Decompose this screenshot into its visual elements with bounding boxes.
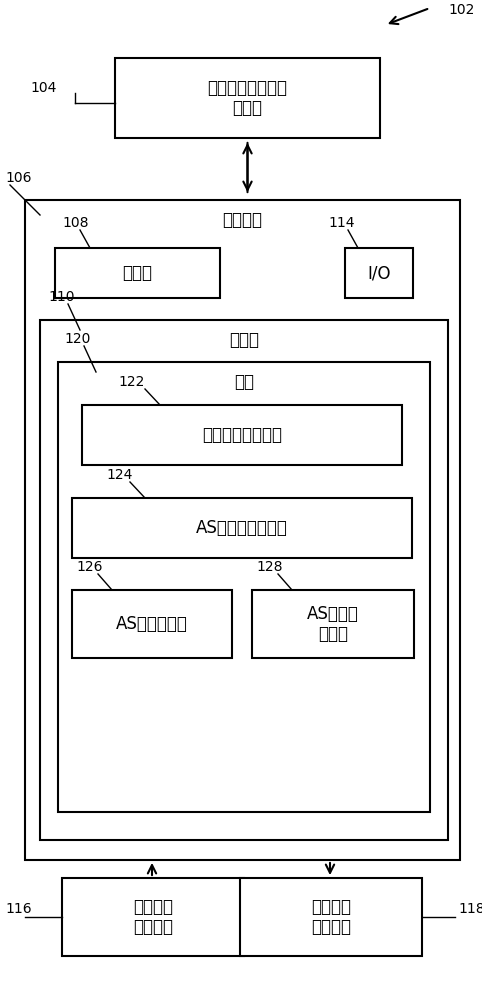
Text: 106: 106 (5, 171, 31, 185)
Bar (72, 498, 412, 558)
Text: AS严重性
预测器: AS严重性 预测器 (307, 605, 359, 643)
Text: 114: 114 (328, 216, 354, 230)
Text: （多个）数字信息
储存库: （多个）数字信息 储存库 (207, 79, 287, 117)
Text: 116: 116 (5, 902, 32, 916)
Text: 118: 118 (458, 902, 482, 916)
Text: （多个）
输入设备: （多个） 输入设备 (133, 898, 173, 936)
Bar (252, 590, 414, 658)
Text: 指令: 指令 (234, 373, 254, 391)
Text: 108: 108 (62, 216, 89, 230)
Text: I/O: I/O (367, 264, 391, 282)
Text: 104: 104 (30, 81, 56, 95)
Text: 120: 120 (64, 332, 91, 346)
Bar (240, 878, 422, 956)
Bar (40, 320, 448, 840)
Bar (58, 362, 430, 812)
Text: 存储器: 存储器 (229, 331, 259, 349)
Bar (62, 878, 244, 956)
Text: （多个）
输出设备: （多个） 输出设备 (311, 898, 351, 936)
Text: AS因素标识符: AS因素标识符 (116, 615, 188, 633)
Text: 110: 110 (48, 290, 75, 304)
Bar (115, 58, 380, 138)
Text: 128: 128 (256, 560, 282, 574)
Text: 主动脉狭窄分类器: 主动脉狭窄分类器 (202, 426, 282, 444)
Bar (345, 248, 413, 298)
Bar (55, 248, 220, 298)
Text: 处理器: 处理器 (122, 264, 152, 282)
Text: 126: 126 (76, 560, 103, 574)
Text: 124: 124 (106, 468, 133, 482)
Text: 计算设备: 计算设备 (223, 211, 263, 229)
Bar (25, 200, 460, 860)
Bar (82, 405, 402, 465)
Text: AS分类可视化引擎: AS分类可视化引擎 (196, 519, 288, 537)
Text: 122: 122 (118, 375, 145, 389)
Bar (72, 590, 232, 658)
Text: 102: 102 (448, 3, 474, 17)
